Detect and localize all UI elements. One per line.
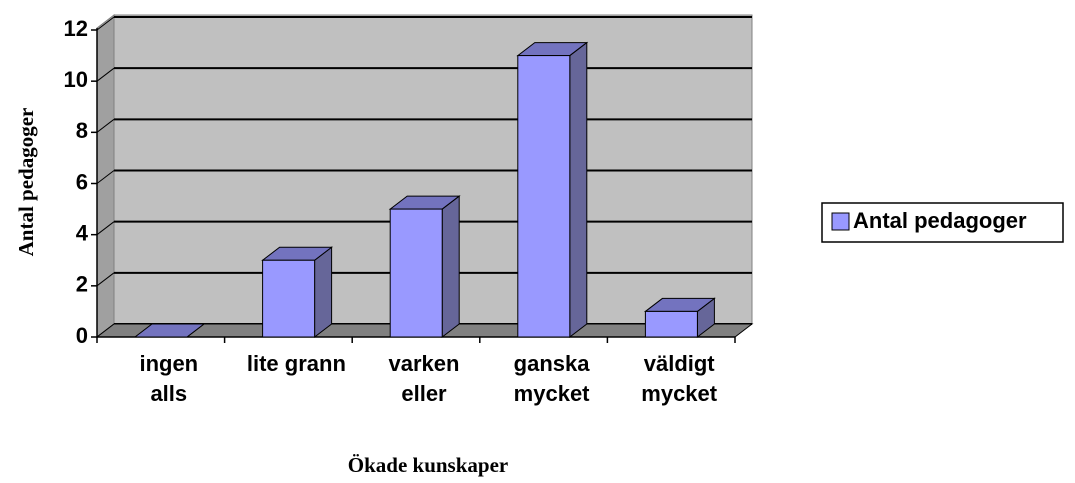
bar-top bbox=[133, 323, 206, 338]
x-tick-label: varken eller bbox=[388, 351, 460, 406]
y-tick-label: 12 bbox=[64, 16, 88, 41]
x-tick-label: ganska mycket bbox=[513, 351, 590, 406]
grid-line-side bbox=[96, 170, 115, 184]
y-tick-label: 4 bbox=[76, 220, 89, 245]
x-tick-label: väldigt mycket bbox=[641, 351, 718, 406]
bar bbox=[262, 259, 316, 338]
bar bbox=[517, 55, 571, 338]
y-tick-label: 10 bbox=[64, 67, 88, 92]
bar-side bbox=[441, 195, 460, 339]
grid-line-side bbox=[96, 221, 115, 236]
bar-side bbox=[569, 41, 588, 339]
x-axis-label: Ökade kunskaper bbox=[348, 453, 508, 477]
bar bbox=[644, 310, 698, 338]
grid-line-side bbox=[96, 272, 115, 287]
y-axis-label: Antal pedagoger bbox=[14, 108, 38, 257]
bar-side bbox=[314, 246, 333, 339]
legend-label: Antal pedagoger bbox=[853, 208, 1027, 233]
y-tick-label: 2 bbox=[76, 272, 88, 297]
side-wall bbox=[96, 13, 115, 339]
x-tick-label: lite grann bbox=[246, 351, 346, 376]
grid-line-side bbox=[96, 16, 115, 31]
legend-box bbox=[821, 202, 1064, 243]
y-tick-label: 6 bbox=[76, 169, 88, 194]
grid-line-side bbox=[96, 118, 115, 133]
y-tick-label: 8 bbox=[76, 118, 88, 143]
bar bbox=[389, 208, 443, 338]
y-tick-label: 0 bbox=[76, 323, 88, 348]
grid-line-side bbox=[96, 67, 115, 82]
x-tick-label: ingen alls bbox=[139, 351, 199, 406]
legend-swatch bbox=[831, 212, 850, 231]
